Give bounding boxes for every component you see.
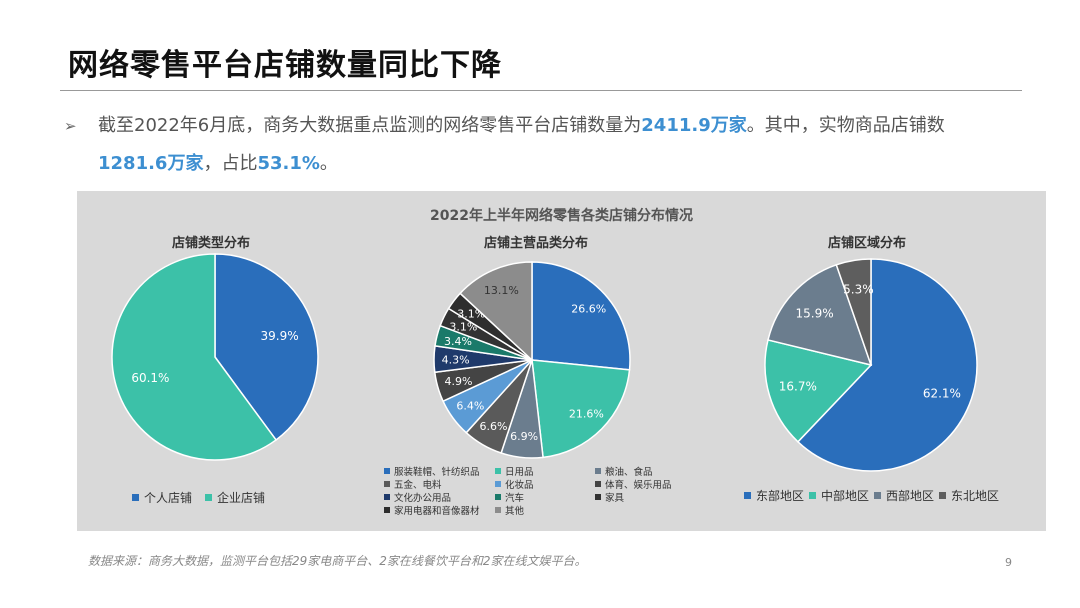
legend-item: 家具 [595, 490, 624, 504]
chart-panel-title: 2022年上半年网络零售各类店铺分布情况 [430, 208, 693, 224]
legend-label: 其他 [505, 506, 525, 517]
legend-swatch-icon [384, 494, 390, 500]
legend-item: 中部地区 [809, 487, 869, 504]
slice-data-label: 5.3% [843, 283, 874, 297]
pie-chart-region: 62.1% 16.7% 15.9% 5.3% [764, 258, 978, 472]
legend-item: 化妆品 [495, 477, 534, 491]
legend-label: 家具 [605, 493, 625, 504]
pie-slice [531, 359, 631, 459]
pie-slice [111, 253, 278, 461]
legend-item: 日用品 [495, 464, 534, 478]
chart-title-store-type: 店铺类型分布 [171, 236, 250, 251]
legend-swatch-icon [495, 481, 501, 487]
legend-item: 东北地区 [939, 487, 999, 504]
page-number: 9 [1005, 556, 1012, 569]
slice-data-label: 6.9% [510, 430, 538, 443]
physical-stores-value: 1281.6万家 [98, 153, 204, 174]
legend-swatch-icon [939, 492, 946, 499]
legend-swatch-icon [595, 468, 601, 474]
total-stores-value: 2411.9万家 [641, 115, 747, 136]
pie-slice [764, 339, 873, 443]
legend-item: 个人店铺 [132, 489, 192, 506]
slice-data-label: 60.1% [131, 371, 169, 385]
chart-panel: 2022年上半年网络零售各类店铺分布情况 店铺类型分布 店铺主营品类分布 店铺区… [77, 191, 1046, 531]
slice-data-label: 62.1% [923, 386, 961, 400]
pie-chart-category: 26.6%21.6%6.9%6.6%6.4%4.9%4.3%3.4%3.1%3.… [433, 261, 631, 459]
bullet-arrow-icon: ➢ [64, 117, 77, 135]
summary-bullet: ➢ 截至2022年6月底，商务大数据重点监测的网络零售平台店铺数量为2411.9… [64, 107, 994, 183]
pie-slice [459, 261, 533, 362]
legend-label: 西部地区 [886, 489, 935, 503]
slice-data-label: 3.1% [449, 320, 477, 333]
summary-text-part: ，占比 [203, 153, 258, 174]
slice-data-label: 13.1% [484, 284, 519, 297]
legend-label: 东部地区 [756, 489, 805, 503]
pie-slice [767, 263, 873, 367]
slide-title: 网络零售平台店铺数量同比下降 [68, 48, 502, 83]
legend-item: 东部地区 [744, 487, 804, 504]
legend-label: 中部地区 [821, 489, 870, 503]
legend-item: 企业店铺 [205, 489, 265, 506]
legend-swatch-icon [874, 492, 881, 499]
legend-item: 文化办公用品 [384, 490, 451, 504]
legend-item: 服装鞋帽、针纺织品 [384, 464, 480, 478]
data-source-note: 数据来源：商务大数据，监测平台包括29家电商平台、2家在线餐饮平台和2家在线文娱… [88, 554, 587, 568]
slice-data-label: 4.9% [445, 375, 473, 388]
legend-label: 体育、娱乐用品 [605, 480, 672, 491]
legend-swatch-icon [495, 468, 501, 474]
legend-item: 西部地区 [874, 487, 934, 504]
legend-swatch-icon [495, 494, 501, 500]
legend-swatch-icon [595, 481, 601, 487]
slice-data-label: 3.4% [444, 335, 472, 348]
legend-swatch-icon [384, 468, 390, 474]
slice-data-label: 4.3% [442, 353, 470, 366]
legend-label: 文化办公用品 [394, 493, 452, 504]
summary-text-part: 截至2022年6月底，商务大数据重点监测的网络零售平台店铺数量为 [98, 115, 642, 136]
pie-chart-store-type: 39.9% 60.1% [111, 253, 319, 461]
legend-item: 五金、电料 [384, 477, 442, 491]
summary-text-part: 。其中，实物商品店铺数 [746, 115, 945, 136]
pie-slice [214, 253, 319, 441]
slice-data-label: 39.9% [261, 329, 299, 343]
legend-swatch-icon [205, 494, 212, 501]
legend-label: 企业店铺 [217, 491, 266, 505]
slice-data-label: 6.6% [480, 420, 508, 433]
physical-share-value: 53.1% [257, 153, 320, 174]
legend-item: 家用电器和音像器材 [384, 503, 480, 517]
legend-label: 汽车 [505, 493, 525, 504]
title-divider [60, 90, 1022, 91]
summary-text-part: 。 [319, 153, 338, 174]
slice-data-label: 26.6% [571, 303, 606, 316]
slice-data-label: 15.9% [796, 307, 834, 321]
pie-slice [796, 258, 978, 472]
legend-swatch-icon [495, 507, 501, 513]
legend-swatch-icon [595, 494, 601, 500]
pie-slice [835, 258, 872, 366]
legend-label: 化妆品 [505, 480, 534, 491]
legend-item: 体育、娱乐用品 [595, 477, 672, 491]
chart-title-category: 店铺主营品类分布 [483, 236, 588, 251]
slice-data-label: 16.7% [779, 380, 817, 394]
legend-label: 家用电器和音像器材 [394, 506, 480, 517]
legend-swatch-icon [809, 492, 816, 499]
legend-item: 粮油、食品 [595, 464, 653, 478]
legend-label: 东北地区 [951, 489, 1000, 503]
legend-label: 粮油、食品 [605, 467, 653, 478]
legend-swatch-icon [384, 481, 390, 487]
legend-item: 其他 [495, 503, 524, 517]
slice-data-label: 6.4% [456, 399, 484, 412]
legend-label: 日用品 [505, 467, 534, 478]
slice-data-label: 21.6% [569, 408, 604, 421]
legend-swatch-icon [744, 492, 751, 499]
legend-label: 服装鞋帽、针纺织品 [394, 467, 480, 478]
chart-title-region: 店铺区域分布 [827, 236, 906, 251]
legend-item: 汽车 [495, 490, 524, 504]
legend-label: 个人店铺 [144, 491, 193, 505]
pie-slice [531, 261, 631, 371]
legend-swatch-icon [132, 494, 139, 501]
legend-swatch-icon [384, 507, 390, 513]
summary-text: 截至2022年6月底，商务大数据重点监测的网络零售平台店铺数量为2411.9万家… [98, 107, 994, 183]
legend-label: 五金、电料 [394, 480, 442, 491]
